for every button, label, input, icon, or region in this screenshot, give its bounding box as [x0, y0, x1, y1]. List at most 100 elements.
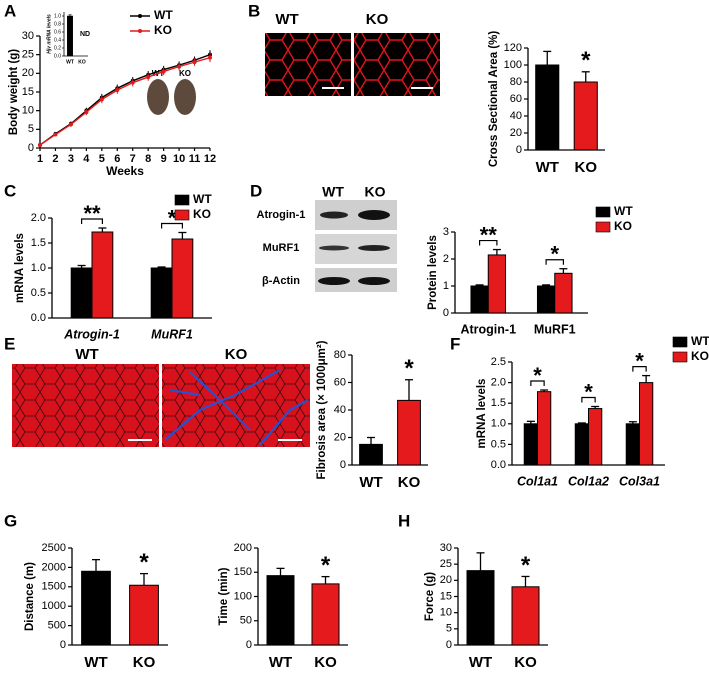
significance: *: [635, 348, 644, 373]
bar: [639, 382, 654, 466]
y-tick-label: 2.0: [491, 377, 506, 389]
legend-swatch: [672, 351, 688, 363]
y-tick-label: 0: [340, 459, 346, 471]
y-tick-label: 1.5: [31, 237, 46, 249]
y-tick-label: 100: [504, 59, 522, 71]
bar: [537, 391, 552, 466]
x-tick-label: KO: [133, 654, 156, 671]
y-tick-label: 500: [48, 620, 66, 632]
point: [192, 60, 197, 65]
point: [161, 69, 166, 74]
fibrosis-stain: [164, 369, 309, 446]
panel-letter: G: [4, 511, 17, 530]
legend-label: KO: [154, 23, 172, 37]
y-tick-label: 0.8: [54, 21, 61, 27]
significance-bracket: [581, 396, 596, 403]
x-tick-label: Atrogin-1: [63, 327, 120, 341]
significance-bracket: [161, 222, 183, 229]
significance: *: [581, 47, 591, 74]
x-tick-label: KO: [78, 59, 86, 65]
x-tick-label: WT: [66, 59, 74, 65]
x-tick-label: 7: [130, 153, 136, 165]
panel-letter: D: [250, 181, 262, 200]
point: [115, 88, 120, 93]
blot-row-label: β-Actin: [262, 275, 300, 287]
y-axis-label: Fibrosis area (× 1000μm²): [316, 340, 328, 479]
y-tick-label: 3: [443, 226, 449, 238]
x-tick-label: KO: [314, 654, 337, 671]
bar: [91, 231, 114, 319]
y-tick-label: 1500: [42, 581, 66, 593]
legend-marker: [138, 14, 142, 18]
y-tick-label: 10: [22, 105, 34, 117]
y-tick-label: 1.0: [491, 418, 506, 430]
significance-bracket: [545, 259, 564, 265]
y-axis-label: Body weight (g): [8, 49, 20, 135]
y-tick-label: 0.2: [54, 45, 61, 51]
legend-swatch: [174, 194, 190, 206]
bar: [81, 570, 111, 646]
y-tick-label: 1.5: [491, 397, 506, 409]
x-tick-label: 9: [161, 153, 167, 165]
y-tick-label: 80: [334, 349, 346, 361]
x-tick-label: 1: [37, 153, 43, 165]
legend-marker: [138, 29, 142, 33]
blot-lane-label: KO: [365, 184, 386, 200]
legend-swatch: [595, 221, 611, 233]
y-tick-label: 100: [234, 590, 252, 602]
point: [177, 64, 182, 69]
value-label: ND: [80, 31, 90, 38]
y-axis-label: Time (min): [218, 567, 230, 625]
y-tick-label: 5: [28, 123, 34, 135]
blot-row-label: MuRF1: [263, 242, 300, 254]
significance: *: [168, 205, 177, 230]
x-tick-label: WT: [536, 159, 559, 176]
bar: [588, 408, 603, 466]
y-tick-label: 150: [234, 566, 252, 578]
panel-letter: B: [248, 1, 260, 20]
bar: [511, 586, 540, 646]
y-tick-label: 0: [516, 144, 522, 156]
image-label: WT: [275, 11, 298, 28]
x-tick-label: MuRF1: [534, 322, 576, 336]
y-tick-label: 1.0: [31, 262, 46, 274]
significance-bracket: [530, 380, 545, 387]
legend-swatch: [672, 336, 688, 348]
point: [146, 75, 151, 80]
blot-row-label: Atrogin-1: [257, 209, 306, 221]
blot-band: [319, 245, 349, 251]
bar: [129, 584, 159, 646]
y-tick-label: 120: [504, 42, 522, 54]
image-label: WT: [75, 346, 98, 363]
significance: *: [550, 242, 559, 267]
y-tick-label: 20: [334, 431, 346, 443]
y-tick-label: 200: [234, 542, 252, 554]
bar: [554, 272, 573, 314]
line: [39, 56, 211, 146]
y-tick-label: 10: [440, 607, 452, 619]
point: [84, 110, 89, 115]
bar: [311, 583, 340, 646]
bar: [397, 399, 421, 466]
y-tick-label: 25: [440, 558, 452, 570]
y-tick-label: 2.5: [491, 356, 506, 368]
y-tick-label: 0: [443, 307, 449, 319]
legend-label: WT: [154, 8, 173, 22]
y-axis-label: Protein levels: [427, 235, 439, 310]
y-tick-label: 0.0: [54, 53, 61, 59]
y-tick-label: 15: [22, 86, 34, 98]
significance-bracket: [81, 218, 103, 224]
y-tick-label: 2500: [42, 542, 66, 554]
y-tick-label: 2000: [42, 561, 66, 573]
bar: [70, 267, 93, 319]
y-tick-label: 2.0: [31, 212, 46, 224]
bar: [171, 238, 194, 319]
micrograph: [265, 33, 351, 96]
significance: **: [83, 201, 101, 226]
x-tick-label: 3: [68, 153, 74, 165]
bar: [487, 254, 507, 314]
y-tick-label: 50: [240, 615, 252, 627]
y-tick-label: 20: [440, 574, 452, 586]
bar: [535, 64, 560, 151]
